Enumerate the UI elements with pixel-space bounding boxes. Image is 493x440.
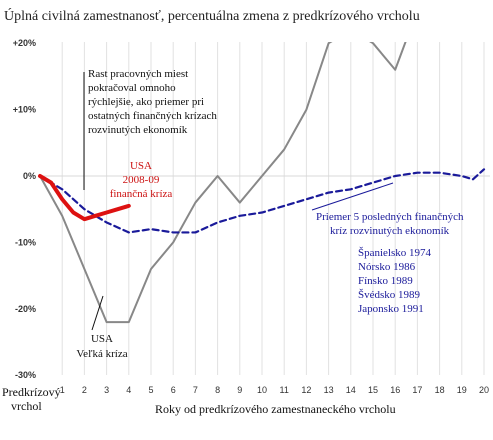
annotation-countries: Španielsko 1974 Nórsko 1986 Fínsko 1989 … [358, 247, 432, 315]
chart-title: Úplná civilná zamestnanosť, percentuálna… [4, 7, 420, 24]
series-group [38, 42, 486, 324]
x-tick-label: 15 [368, 385, 378, 395]
annotation-line: ostatných finančných krízach [88, 110, 217, 122]
country-label: Fínsko 1989 [358, 275, 413, 287]
annotation-line: rýchlejšie, ako priemer pri [88, 96, 204, 108]
annotation-usa-2008: USA 2008-09 finančná kríza [110, 160, 173, 200]
x-tick-label: 19 [457, 385, 467, 395]
x-tick-label: 14 [346, 385, 356, 395]
annotation-line: kríz rozvinutých ekonomík [330, 225, 450, 237]
x-tick-labels: 1 2 3 4 5 6 7 8 9 10 11 12 13 14 15 16 17 18 19 20 [60, 385, 489, 395]
grid [61, 42, 485, 375]
x-tick-label: 1 [60, 385, 65, 395]
annotation-line: 2008-09 [123, 174, 160, 186]
annotation-line: pokračoval omnoho [88, 82, 176, 94]
x-tick-label: 10 [257, 385, 267, 395]
great-depression-pointer-line [91, 295, 104, 331]
y-tick-label: -10% [15, 237, 36, 247]
x-start-label: Predkrízový vrchol [2, 385, 61, 413]
annotation-line: Veľká kríza [76, 348, 127, 360]
annotation-faster-recovery: Rast pracovných miest pokračoval omnoho … [88, 68, 217, 136]
y-tick-labels: +20% +10% 0% -10% -20% -30% [13, 38, 36, 380]
annotation-great-depression: USA Veľká kríza [76, 333, 127, 360]
x-start-label-line-1: Predkrízový [2, 385, 61, 399]
x-axis-label: Roky od predkrízového zamestnaneckého vr… [155, 402, 396, 416]
y-tick-label: 0% [23, 171, 36, 181]
x-tick-label: 6 [171, 385, 176, 395]
y-tick-label: +20% [13, 38, 36, 48]
country-label: Španielsko 1974 [358, 247, 432, 259]
x-tick-label: 18 [435, 385, 445, 395]
y-tick-label: -20% [15, 304, 36, 314]
x-tick-label: 5 [148, 385, 153, 395]
x-start-label-line-2: vrchol [11, 399, 42, 413]
x-tick-label: 16 [390, 385, 400, 395]
series-line-2 [38, 168, 486, 234]
x-tick-label: 9 [237, 385, 242, 395]
annotation-line: rozvinutých ekonomík [88, 124, 188, 136]
x-tick-label: 17 [412, 385, 422, 395]
y-tick-label: +10% [13, 105, 36, 115]
y-tick-label: -30% [15, 370, 36, 380]
x-tick-label: 8 [215, 385, 220, 395]
x-tick-label: 3 [104, 385, 109, 395]
x-tick-label: 2 [82, 385, 87, 395]
series-line-1 [38, 174, 131, 222]
x-tick-label: 4 [126, 385, 131, 395]
x-tick-label: 13 [324, 385, 334, 395]
x-tick-label: 20 [479, 385, 489, 395]
annotation-line: Priemer 5 posledných finančných [316, 211, 464, 223]
series-line-0 [39, 42, 407, 324]
annotation-line: USA [130, 160, 152, 172]
average-pointer-line [311, 182, 394, 211]
x-tick-label: 7 [193, 385, 198, 395]
country-label: Nórsko 1986 [358, 261, 416, 273]
x-tick-label: 12 [301, 385, 311, 395]
annotation-line: Rast pracovných miest [88, 68, 188, 80]
country-label: Švédsko 1989 [358, 289, 421, 301]
annotation-line: finančná kríza [110, 188, 173, 200]
annotation-line: USA [91, 333, 113, 345]
x-tick-label: 11 [280, 385, 289, 395]
country-label: Japonsko 1991 [358, 303, 424, 315]
annotation-average: Priemer 5 posledných finančných kríz roz… [316, 211, 464, 237]
